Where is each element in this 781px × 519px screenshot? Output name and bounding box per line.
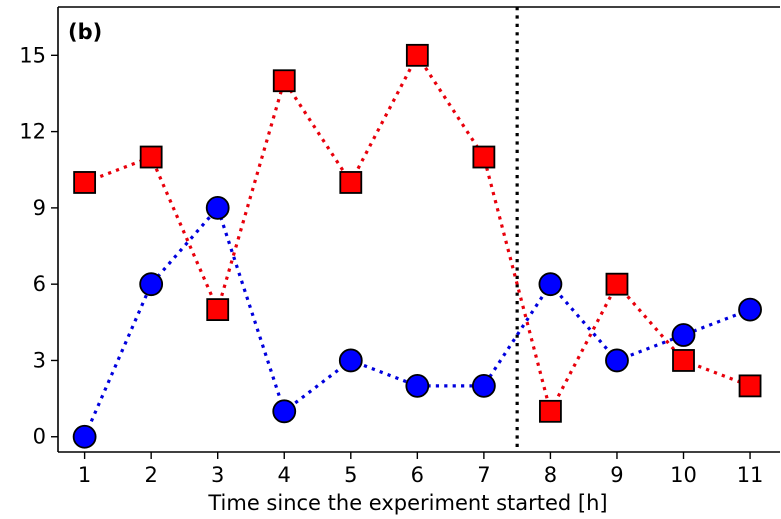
circle-marker	[605, 348, 629, 373]
x-tick-label: 10	[670, 463, 697, 487]
circle-marker	[72, 424, 97, 449]
square-marker	[206, 298, 230, 322]
circle-marker	[471, 373, 496, 398]
x-tick-label: 1	[78, 463, 91, 487]
circle-marker	[671, 323, 696, 347]
y-tick-label: 9	[33, 196, 46, 220]
x-tick-label: 5	[344, 463, 357, 487]
x-tick-label: 8	[544, 463, 557, 487]
x-tick-label: 6	[411, 463, 424, 487]
x-tick-label: 3	[211, 463, 224, 487]
square-marker	[738, 374, 762, 398]
series-line-1	[84, 52, 751, 416]
circle-marker	[139, 272, 164, 297]
x-tick-label: 4	[278, 463, 291, 487]
y-tick-label: 12	[19, 120, 46, 144]
circle-marker	[405, 373, 430, 398]
square-marker	[405, 43, 429, 67]
y-tick-label: 15	[19, 43, 46, 67]
x-axis-title: Time since the experiment started [h]	[207, 491, 607, 515]
square-marker	[539, 399, 562, 423]
square-marker	[73, 171, 97, 194]
series-line-2	[83, 204, 751, 438]
circle-marker	[538, 272, 563, 297]
x-tick-label: 11	[737, 463, 764, 487]
circle-marker	[738, 297, 762, 322]
square-marker	[605, 272, 629, 296]
y-tick-label: 6	[33, 272, 46, 296]
circle-marker	[272, 399, 297, 424]
circle-marker	[205, 195, 230, 220]
y-tick-label: 0	[33, 425, 46, 449]
x-tick-label: 9	[610, 463, 623, 487]
square-marker	[472, 145, 496, 169]
x-tick-label: 7	[477, 463, 490, 487]
square-marker	[672, 349, 695, 372]
square-marker	[339, 171, 363, 194]
square-marker	[139, 145, 163, 169]
x-tick-label: 2	[144, 463, 157, 487]
panel-label: (b)	[68, 20, 102, 44]
circle-marker	[338, 348, 363, 373]
y-tick-label: 3	[33, 348, 46, 372]
square-marker	[272, 69, 296, 93]
